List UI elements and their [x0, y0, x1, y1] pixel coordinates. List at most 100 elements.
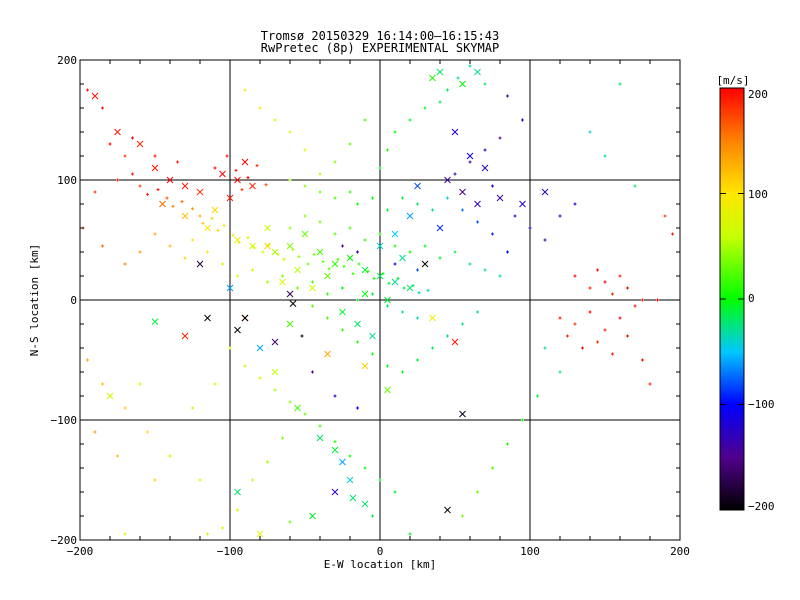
data-point-x [271, 368, 279, 376]
data-point-plus [408, 118, 412, 122]
data-point-plus [255, 164, 259, 168]
data-point-plus [386, 148, 389, 152]
data-point-plus [483, 82, 487, 86]
data-point-plus [333, 394, 337, 398]
data-point-x [196, 188, 204, 196]
colorbar-label: [m/s] [716, 74, 749, 87]
data-point-plus [321, 260, 325, 264]
data-point-plus [221, 526, 224, 530]
data-point-x [444, 176, 451, 184]
data-point-plus [476, 490, 479, 494]
data-point-plus [252, 245, 256, 249]
data-point-plus [423, 244, 427, 248]
chart-title: Tromsø 20150329 16:14:00—16:15:43 [261, 29, 499, 43]
data-point-plus [543, 346, 547, 350]
data-point-plus [191, 406, 194, 410]
data-point-plus [333, 440, 337, 444]
data-point-x [459, 410, 466, 418]
data-point-x [466, 152, 474, 160]
data-point-plus [101, 382, 104, 386]
data-point-plus [171, 204, 175, 208]
data-point-plus [363, 238, 367, 242]
data-point-plus [336, 257, 340, 261]
data-point-plus [116, 454, 119, 458]
data-point-plus [386, 364, 389, 368]
data-point-plus [543, 238, 547, 242]
data-point-plus [476, 220, 479, 224]
data-point-plus [356, 406, 359, 410]
data-point-x [159, 200, 166, 208]
x-tick-label: 100 [520, 545, 540, 558]
data-point-plus [357, 262, 361, 266]
data-point-plus [153, 232, 157, 236]
data-point-plus [371, 514, 374, 518]
data-point-plus [311, 370, 314, 374]
data-point-plus [356, 250, 359, 254]
data-point-plus [318, 220, 322, 224]
data-point-x [196, 260, 204, 268]
data-point-plus [261, 250, 265, 254]
data-point-plus [348, 226, 352, 230]
data-point-plus [246, 176, 250, 180]
data-point-plus [101, 244, 104, 248]
data-point-plus [296, 286, 299, 290]
x-tick-label: 200 [670, 545, 690, 558]
axis-ticks [79, 59, 681, 541]
data-point-plus [225, 154, 229, 158]
data-point-plus [333, 232, 337, 236]
data-point-plus [303, 148, 307, 152]
data-point-x [211, 206, 219, 214]
data-point-plus [191, 207, 194, 211]
data-point-plus [416, 316, 419, 320]
data-point-plus [183, 256, 187, 260]
data-point-x [301, 230, 309, 238]
data-point-x [541, 188, 549, 196]
data-point-plus [341, 286, 344, 290]
data-point-plus [191, 238, 194, 242]
data-point-plus [258, 376, 262, 380]
data-point-plus [303, 412, 307, 416]
data-point-x [324, 272, 331, 280]
data-point-plus [363, 466, 367, 470]
data-point-plus [378, 478, 382, 482]
data-point-plus [222, 224, 226, 228]
data-point-x [384, 386, 391, 394]
data-point-plus [86, 358, 89, 362]
data-point-plus [611, 292, 614, 296]
data-point-plus [288, 520, 292, 524]
data-point-plus [408, 532, 412, 536]
data-point-plus [131, 172, 134, 176]
data-point-plus [491, 184, 494, 188]
data-point-plus [116, 178, 119, 182]
data-point-plus [146, 192, 149, 196]
data-point-plus [266, 460, 269, 464]
data-point-x [331, 260, 339, 268]
data-point-x [339, 458, 346, 466]
data-point-plus [588, 130, 592, 134]
data-point-plus [258, 106, 262, 110]
data-point-plus [101, 106, 104, 110]
data-point-plus [633, 304, 637, 308]
y-tick-label: 100 [57, 174, 77, 187]
y-tick-label: −100 [51, 414, 78, 427]
data-point-x [136, 140, 144, 148]
data-point-plus [231, 233, 235, 237]
data-point-x [279, 278, 286, 286]
chart-subtitle: RwPretec (8p) EXPERIMENTAL SKYMAP [261, 41, 499, 55]
data-point-plus [363, 118, 367, 122]
data-point-plus [456, 76, 460, 80]
data-point-plus [536, 394, 539, 398]
data-point-x [289, 300, 297, 307]
data-point-x [376, 242, 384, 250]
data-point-plus [468, 160, 472, 164]
data-point-plus [288, 178, 292, 182]
data-point-plus [312, 252, 316, 256]
data-point-plus [156, 188, 160, 192]
data-point-plus [318, 190, 322, 194]
x-tick-label: −100 [217, 545, 244, 558]
data-point-plus [303, 214, 307, 218]
data-point-plus [131, 136, 134, 140]
x-axis-label: E-W location [km] [324, 558, 437, 571]
data-point-plus [327, 267, 331, 271]
